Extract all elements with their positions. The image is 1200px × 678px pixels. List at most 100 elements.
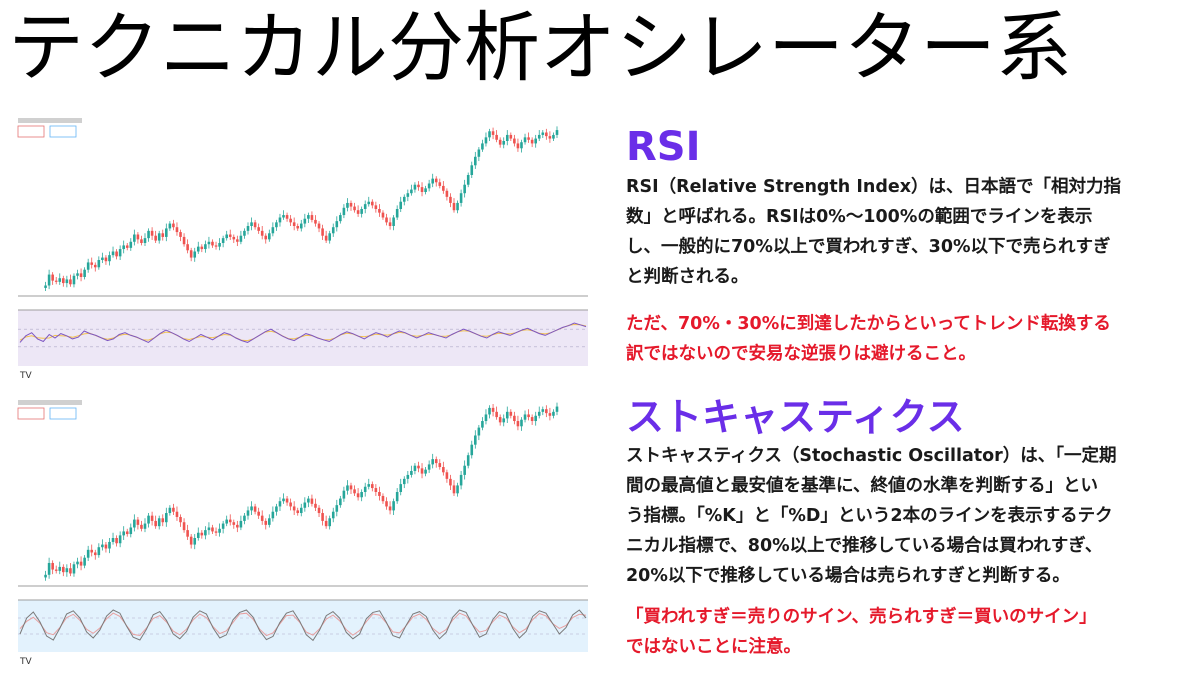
candle-body bbox=[527, 414, 530, 418]
stochastic-description-line: 間の最高値と最安値を基準に、終値の水準を判断する」とい bbox=[626, 476, 1098, 496]
candle-body bbox=[86, 549, 90, 558]
candle-body bbox=[111, 538, 115, 542]
candle-body bbox=[527, 137, 530, 140]
candle-body bbox=[331, 227, 335, 234]
candle-body bbox=[58, 278, 62, 282]
candle-body bbox=[101, 544, 104, 548]
candle-body bbox=[285, 498, 289, 503]
candle-body bbox=[86, 262, 90, 270]
candle-body bbox=[459, 474, 463, 486]
candle-body bbox=[115, 251, 118, 257]
candle-body bbox=[541, 132, 545, 135]
candle-body bbox=[214, 531, 218, 533]
candle-body bbox=[488, 407, 491, 415]
stochastic-chart-screenshot: TV bbox=[12, 392, 594, 664]
candle-body bbox=[225, 519, 228, 524]
candle-body bbox=[360, 492, 363, 498]
candle-body bbox=[431, 178, 434, 184]
candle-body bbox=[79, 561, 83, 566]
rsi-caution-line: 訳ではないので安易な逆張りは避けること。 bbox=[626, 344, 976, 364]
candle-body bbox=[420, 468, 424, 474]
candle-body bbox=[236, 239, 239, 242]
candle-body bbox=[463, 184, 466, 194]
candle-body bbox=[552, 134, 555, 139]
candle-body bbox=[541, 409, 545, 412]
candle-body bbox=[200, 532, 204, 536]
candle-body bbox=[211, 241, 214, 246]
candle-body bbox=[392, 217, 395, 226]
candle-body bbox=[236, 524, 239, 528]
candle-body bbox=[378, 209, 381, 213]
candle-body bbox=[452, 485, 456, 494]
candle-body bbox=[76, 561, 79, 565]
candle-body bbox=[108, 541, 111, 549]
candle-body bbox=[420, 187, 424, 192]
candle-body bbox=[299, 507, 303, 514]
candle-body bbox=[392, 501, 395, 511]
candle-body bbox=[140, 524, 143, 529]
candle-body bbox=[442, 467, 445, 473]
candle-body bbox=[523, 414, 527, 420]
candle-body bbox=[335, 505, 339, 512]
candle-body bbox=[282, 498, 285, 502]
candle-body bbox=[296, 226, 300, 229]
candle-body bbox=[537, 134, 541, 139]
candle-body bbox=[260, 515, 264, 521]
candle-body bbox=[54, 569, 58, 571]
candle-body bbox=[175, 227, 179, 233]
candle-body bbox=[218, 243, 221, 247]
candle-body bbox=[474, 156, 477, 166]
candle-body bbox=[207, 527, 211, 531]
candle-body bbox=[324, 235, 328, 241]
candle-body bbox=[268, 518, 271, 525]
candle-body bbox=[495, 411, 498, 418]
candle-body bbox=[520, 419, 523, 427]
chart-legend-bar bbox=[18, 400, 82, 405]
candle-body bbox=[491, 131, 495, 135]
candle-body bbox=[122, 531, 125, 536]
candle-body bbox=[292, 506, 296, 511]
stochastic-description-line: 20%以下で推移している場合は売られすぎと判断する。 bbox=[626, 566, 1070, 586]
candle-body bbox=[406, 474, 410, 479]
candle-body bbox=[140, 239, 143, 243]
candle-body bbox=[122, 245, 125, 250]
candle-body bbox=[523, 137, 527, 143]
candle-body bbox=[537, 411, 541, 416]
candle-body bbox=[502, 418, 506, 423]
candle-body bbox=[438, 182, 442, 186]
candle-body bbox=[374, 488, 378, 492]
stochastic-description: ストキャスティクス（Stochastic Oscillator）は、「一定期 間… bbox=[626, 441, 1182, 591]
rsi-description: RSI（Relative Strength Index）は、日本語で「相対力指 … bbox=[626, 172, 1182, 292]
candle-body bbox=[356, 210, 360, 214]
candle-body bbox=[165, 513, 168, 523]
candle-body bbox=[346, 485, 349, 491]
candle-body bbox=[349, 202, 353, 207]
candle-body bbox=[104, 257, 108, 262]
candle-body bbox=[118, 535, 122, 544]
candle-body bbox=[239, 235, 243, 242]
candle-body bbox=[445, 472, 449, 479]
candle-body bbox=[307, 215, 310, 219]
candle-body bbox=[321, 513, 324, 521]
candle-body bbox=[449, 478, 452, 486]
candle-body bbox=[179, 232, 182, 237]
candle-body bbox=[303, 218, 307, 224]
candle-body bbox=[143, 523, 147, 529]
candle-body bbox=[44, 285, 47, 288]
candle-body bbox=[257, 511, 260, 516]
candle-body bbox=[353, 489, 356, 494]
candle-body bbox=[491, 407, 495, 412]
candle-body bbox=[239, 520, 243, 528]
candle-body bbox=[51, 274, 54, 281]
candle-body bbox=[474, 435, 477, 445]
candle-body bbox=[381, 212, 385, 218]
candle-body bbox=[534, 415, 537, 422]
sell-price-box bbox=[17, 407, 45, 420]
candle-body bbox=[363, 204, 367, 209]
candle-body bbox=[264, 235, 268, 240]
candle-body bbox=[69, 568, 72, 574]
rsi-chart-svg: TV bbox=[17, 118, 588, 381]
candle-body bbox=[335, 221, 339, 228]
stochastic-band bbox=[18, 600, 588, 652]
candle-body bbox=[54, 280, 58, 282]
